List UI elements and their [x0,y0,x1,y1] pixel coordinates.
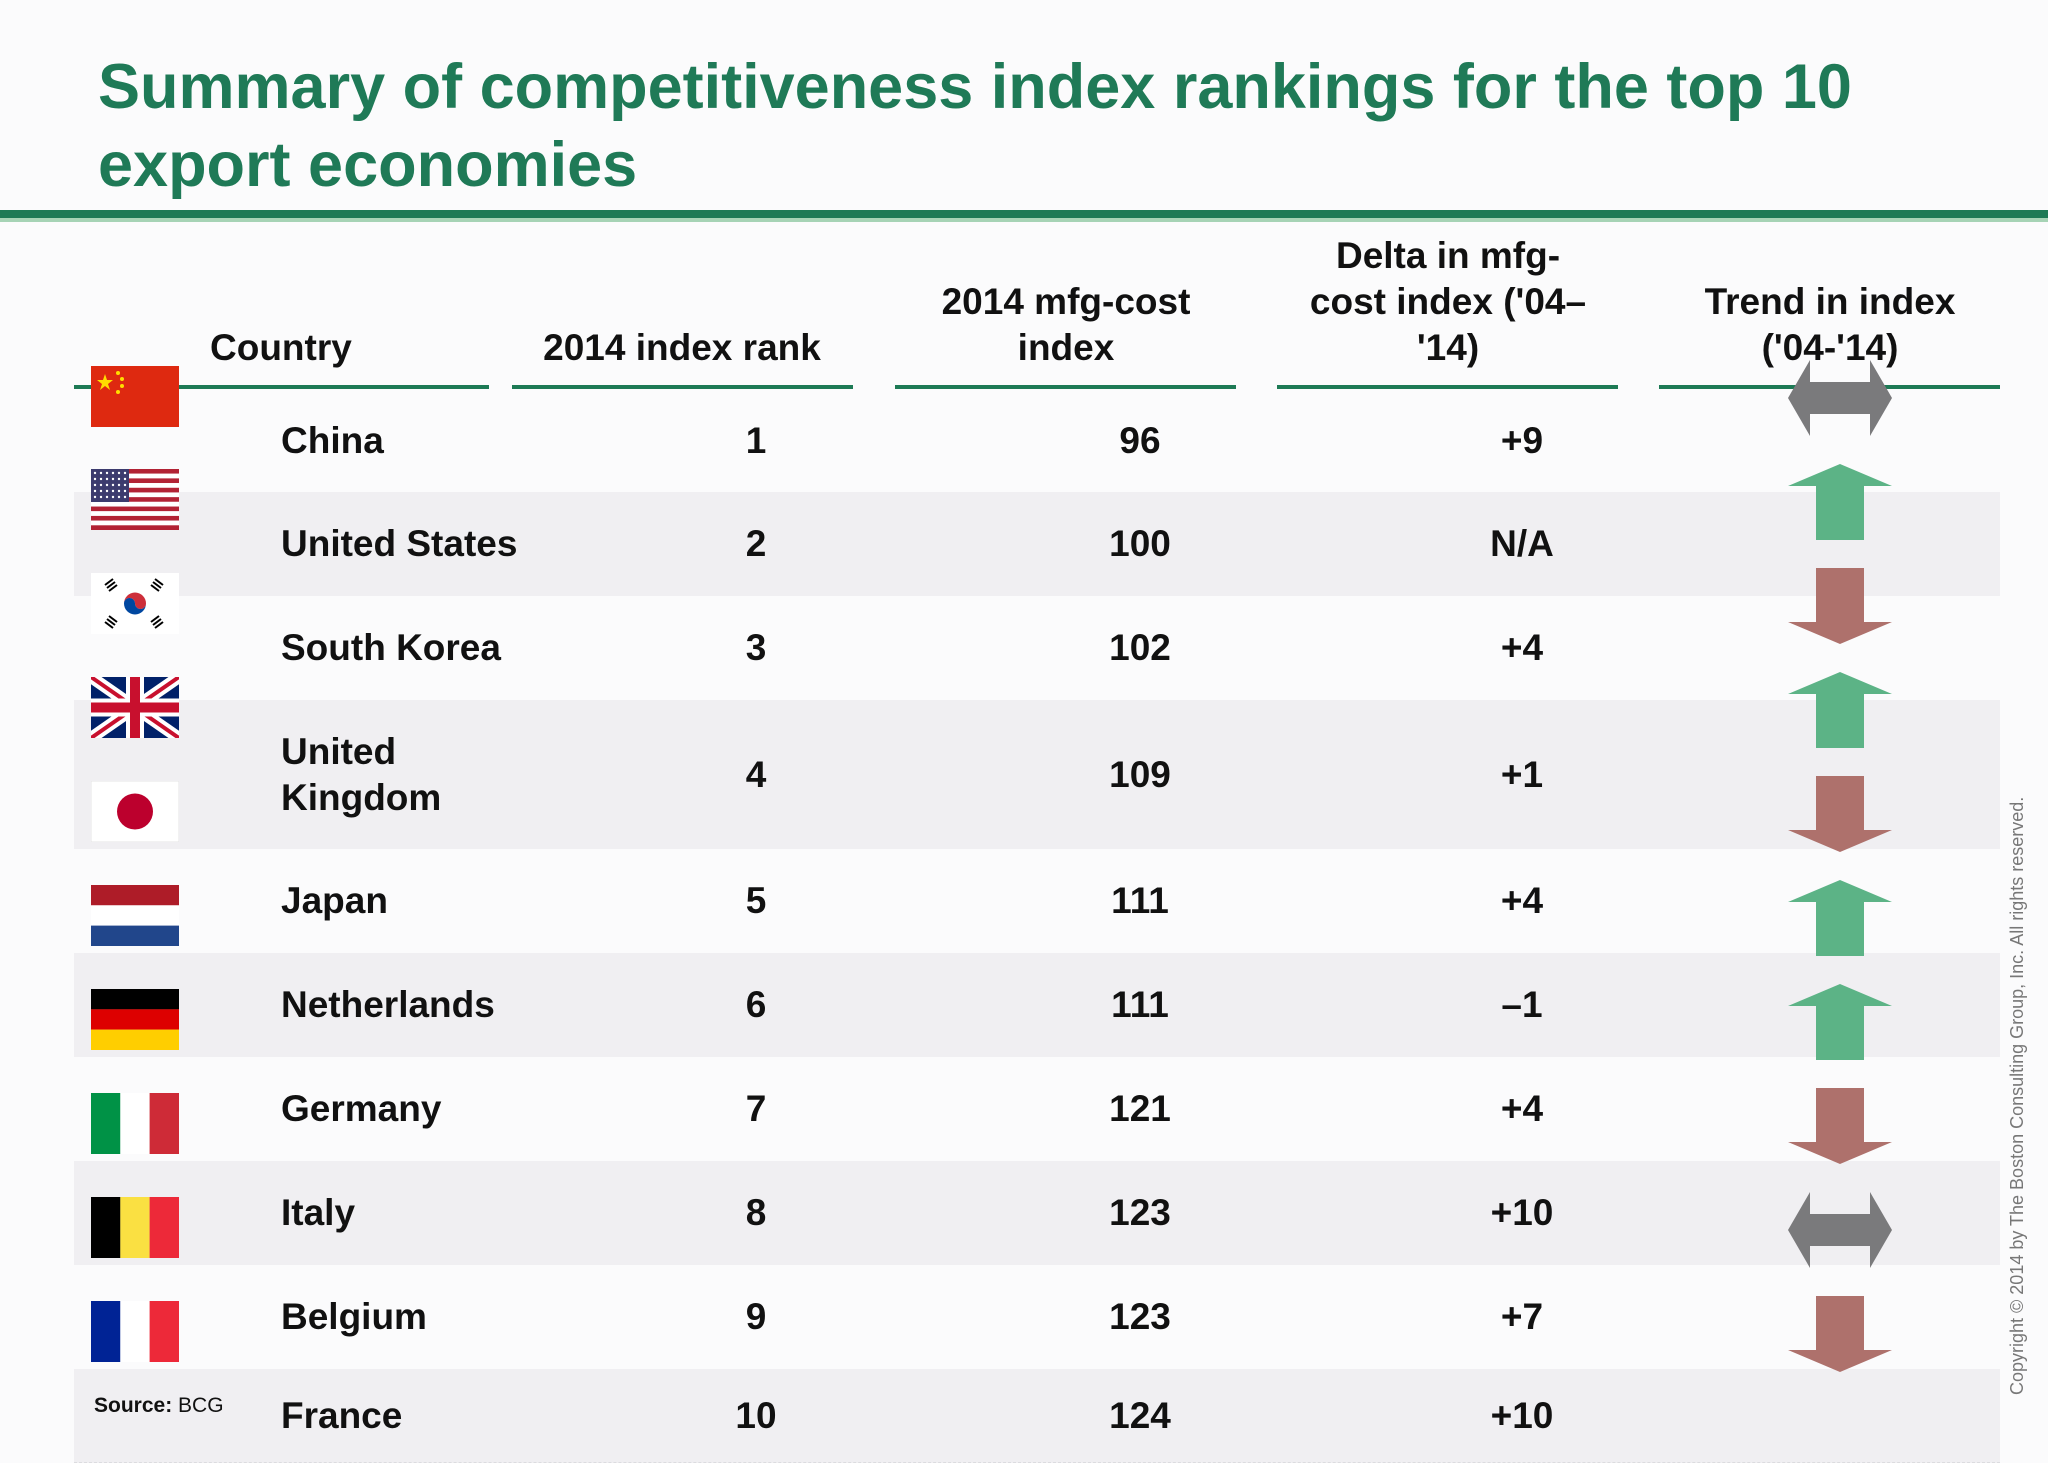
column-header-country: Country [210,327,352,368]
rank-value: 1 [745,419,767,461]
cost-index-value: 121 [1109,1088,1171,1129]
rank-value: 6 [745,984,767,1025]
column-header-trend: Trend in index ('04-'14) [1660,279,2000,371]
up-arrow-icon [1788,984,1892,1060]
china-flag [91,366,179,427]
country-name: China [281,419,384,461]
column-header-cost-line-2: index [1017,327,1115,368]
delta-value: +1 [1500,753,1544,795]
rank-value: 10 [735,1394,777,1436]
uk-flag [91,677,179,738]
delta-value: +4 [1500,1088,1544,1129]
cost-index-value: 102 [1109,627,1171,668]
down-arrow-icon [1788,1088,1892,1164]
rank-value: 3 [745,627,767,668]
column-header-trend-line-1: Trend in index [1704,281,1956,322]
delta-value: N/A [1490,523,1554,564]
country-name: Germany [281,1088,442,1129]
up-arrow-icon [1788,880,1892,956]
country-name: United Kingdom [281,730,442,818]
copyright-notice: Copyright © 2014 by The Boston Consultin… [2007,796,2027,1395]
japan-flag [91,781,179,842]
column-header-delta-line-2: cost index ('04– [1309,281,1587,322]
belgium-flag [91,1197,179,1258]
delta-value: +7 [1500,1296,1544,1337]
table-row: United States 2 100 N/A [74,492,2000,597]
horizontal-arrow-icon [1788,360,1892,436]
column-header-delta-line-3: '14) [1416,327,1480,368]
south-korea-flag [91,573,179,634]
title-divider-accent [0,218,2048,222]
table-row: France 10 124 +10 [74,1369,2000,1463]
table-row: South Korea 3 102 +4 [74,596,2000,701]
country-name: Belgium [281,1296,427,1337]
cost-index-value: 123 [1109,1192,1171,1233]
cost-index-value: 111 [1111,880,1169,921]
country-name: France [281,1394,403,1436]
us-flag [91,469,179,530]
rank-value: 5 [745,880,767,921]
table-row: Germany 7 121 +4 [74,1057,2000,1162]
source-value: BCG [178,1394,224,1417]
delta-value: –1 [1501,984,1543,1025]
column-header-cost-line-1: 2014 mfg-cost [941,281,1191,322]
column-header-cost-index: 2014 mfg-cost index [896,279,1236,371]
delta-value: +9 [1500,419,1544,461]
italy-flag [91,1093,179,1154]
column-header-rank: 2014 index rank [543,327,821,368]
up-arrow-icon [1788,672,1892,748]
table-row: Japan 5 111 +4 [74,849,2000,954]
rank-value: 7 [745,1088,767,1129]
rank-value: 2 [745,523,767,564]
rank-value: 8 [745,1192,767,1233]
down-arrow-icon [1788,776,1892,852]
column-header-delta: Delta in mfg- cost index ('04– '14) [1278,233,1618,371]
column-rule-country [74,385,489,389]
source-label: Source: [94,1394,173,1417]
cost-index-value: 111 [1111,984,1169,1025]
column-rule-cost [895,385,1236,389]
cost-index-value: 96 [1119,419,1161,461]
rank-value: 9 [745,1296,767,1337]
cost-index-value: 124 [1109,1394,1171,1436]
delta-value: +10 [1490,1192,1554,1233]
cost-index-value: 100 [1109,523,1171,564]
up-arrow-icon [1788,464,1892,540]
source-note: Source: BCG [94,1393,224,1419]
table-row: Belgium 9 123 +7 [74,1265,2000,1370]
cost-index-value: 123 [1109,1296,1171,1337]
netherlands-flag [91,885,179,946]
country-name: Netherlands [281,984,495,1025]
country-name: South Korea [281,627,501,668]
table-row: Netherlands 6 111 –1 [74,953,2000,1058]
column-header-delta-line-1: Delta in mfg- [1335,235,1561,276]
delta-value: +4 [1500,880,1544,921]
title-divider [0,210,2048,218]
table-row: Italy 8 123 +10 [74,1161,2000,1266]
horizontal-arrow-icon [1788,1192,1892,1268]
column-header-trend-line-2: ('04-'14) [1761,327,1899,368]
page-title: Summary of competitiveness index ranking… [98,52,1852,200]
france-flag [91,1301,179,1362]
germany-flag [91,989,179,1050]
table-row: United Kingdom 4 109 +1 [74,700,2000,850]
country-name: Italy [281,1192,356,1233]
column-rule-delta [1277,385,1618,389]
rank-value: 4 [745,753,767,795]
cost-index-value: 109 [1109,753,1171,795]
country-name: United States [281,523,518,564]
delta-value: +4 [1500,627,1544,668]
down-arrow-icon [1788,1296,1892,1372]
delta-value: +10 [1490,1394,1554,1436]
column-rule-rank [512,385,853,389]
down-arrow-icon [1788,568,1892,644]
country-name: Japan [281,880,388,921]
table-row: China 1 96 +9 [74,389,2000,493]
